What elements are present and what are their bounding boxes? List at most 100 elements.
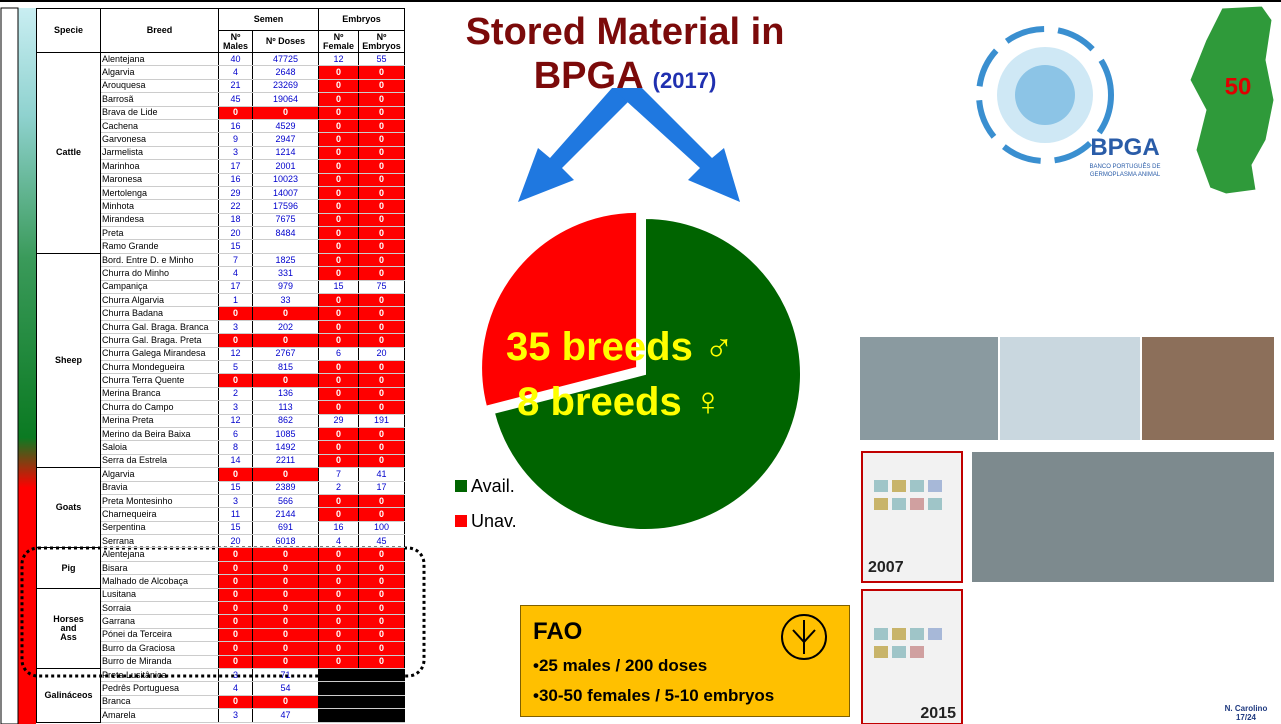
book-2007 xyxy=(861,451,963,583)
table-row: Garvonesa 9 2947 0 0 xyxy=(37,132,406,147)
value-cell: 0 xyxy=(218,655,253,669)
value-cell: 4 xyxy=(218,266,253,281)
value-cell: 3 xyxy=(218,146,253,161)
value-cell: 0 xyxy=(218,106,253,120)
value-cell: 0 xyxy=(251,106,320,120)
value-cell: 0 xyxy=(251,547,320,562)
value-cell: 331 xyxy=(251,266,320,281)
header-cell: Breed xyxy=(100,8,219,53)
header-cell: Specie xyxy=(36,8,101,53)
value-cell: 0 xyxy=(358,239,406,254)
fao-box: FAO •25 males / 200 doses •30-50 females… xyxy=(520,605,850,717)
value-cell: 7 xyxy=(218,252,253,268)
value-cell: 0 xyxy=(358,561,406,576)
table-row: Preta 20 8484 0 0 xyxy=(37,226,406,241)
value-cell: 0 xyxy=(251,601,320,616)
breed-cell: Serrana xyxy=(100,534,219,549)
breed-cell: Preta Lusitânica xyxy=(100,667,219,683)
value-cell: 4 xyxy=(218,65,253,80)
value-cell: 2211 xyxy=(251,454,320,469)
value-cell: 6 xyxy=(218,427,253,442)
table-row: Horses and Ass Lusitana 0 0 0 0 xyxy=(36,587,406,669)
header-cell: Semen xyxy=(217,8,320,31)
value-cell: 0 xyxy=(358,427,406,442)
breed-cell: Pedrês Portuguesa xyxy=(100,681,219,696)
value-cell: 0 xyxy=(318,601,360,616)
table-row: Maronesa 16 10023 0 0 xyxy=(37,173,406,187)
value-cell: 12 xyxy=(218,414,253,428)
breed-cell: Merino da Beira Baixa xyxy=(100,427,219,442)
value-cell: 75 xyxy=(358,280,406,295)
breed-cell: Alentejana xyxy=(100,547,219,562)
value-cell: 3 xyxy=(218,494,253,509)
value-cell: 0 xyxy=(218,574,253,589)
value-cell: 0 xyxy=(358,119,406,134)
breed-cell: Charnequeira xyxy=(100,507,219,522)
breed-cell: Jarmelista xyxy=(100,146,219,161)
book-tiles xyxy=(874,480,942,658)
table-row: Charnequeira 11 2144 0 0 xyxy=(37,507,406,522)
value-cell: 0 xyxy=(318,293,360,308)
slide-title: Stored Material in BPGA (2017) xyxy=(455,10,795,103)
breed-cell: Brava de Lide xyxy=(100,106,219,120)
legend-label: Avail. xyxy=(471,476,515,496)
value-cell: 33 xyxy=(251,293,320,308)
value-cell: 202 xyxy=(251,320,320,335)
breed-cell: Merina Preta xyxy=(100,414,219,428)
value-cell: 9 xyxy=(218,132,253,147)
value-cell: 0 xyxy=(318,252,360,268)
breed-cell: Churra Badana xyxy=(100,306,219,321)
value-cell xyxy=(358,708,406,723)
value-cell: 15 xyxy=(218,239,253,254)
legend-label: Unav. xyxy=(471,511,517,531)
value-cell: 47 xyxy=(251,708,320,723)
value-cell: 0 xyxy=(358,641,406,656)
table-row: Merina Branca 2 136 0 0 xyxy=(37,387,406,402)
value-cell: 979 xyxy=(251,280,320,295)
table-row: Algarvia 4 2648 0 0 xyxy=(37,65,406,80)
table-row: Serrana 20 6018 4 45 xyxy=(37,534,406,549)
value-cell: 0 xyxy=(358,333,406,348)
value-cell: 15 xyxy=(318,280,360,295)
table-row: Garrana 0 0 0 0 xyxy=(37,614,406,629)
table-row: Marinhoa 17 2001 0 0 xyxy=(37,159,406,174)
value-cell: 17596 xyxy=(251,199,320,214)
value-cell: 7 xyxy=(318,467,360,482)
arrows xyxy=(518,88,740,202)
table-row: Churra do Campo 3 113 0 0 xyxy=(37,400,406,415)
value-cell: 566 xyxy=(251,494,320,509)
table-row: Serra da Estrela 14 2211 0 0 xyxy=(37,454,406,469)
table-row: Minhota 22 17596 0 0 xyxy=(37,199,406,214)
specie-cell: Goats xyxy=(36,467,101,549)
book-year: 2007 xyxy=(868,559,904,576)
value-cell: 0 xyxy=(318,641,360,656)
value-cell: 0 xyxy=(358,360,406,375)
value-cell: 0 xyxy=(358,159,406,174)
pie-annotation: 35 breeds ♂ xyxy=(506,325,734,369)
value-cell: 22 xyxy=(218,199,253,214)
fao-line: •30-50 females / 5-10 embryos xyxy=(533,686,775,705)
portugal-map xyxy=(1189,5,1275,195)
table-row: Sorraia 0 0 0 0 xyxy=(37,601,406,616)
table-row: Churra Algarvia 1 33 0 0 xyxy=(37,293,406,308)
value-cell: 0 xyxy=(358,173,406,187)
value-cell: 0 xyxy=(251,574,320,589)
breed-cell: Maronesa xyxy=(100,173,219,187)
value-cell: 1492 xyxy=(251,440,320,455)
value-cell: 0 xyxy=(218,306,253,321)
value-cell: 191 xyxy=(358,414,406,428)
value-cell: 0 xyxy=(358,387,406,402)
breed-cell: Saloia xyxy=(100,440,219,455)
value-cell: 0 xyxy=(318,561,360,576)
value-cell: 1825 xyxy=(251,252,320,268)
breed-cell: Branca xyxy=(100,695,219,710)
value-cell: 0 xyxy=(218,601,253,616)
breed-cell: Mertolenga xyxy=(100,186,219,201)
breed-cell: Churra Terra Quente xyxy=(100,373,219,388)
value-cell: 0 xyxy=(318,628,360,643)
value-cell: 0 xyxy=(318,427,360,442)
logo-text: BANCO PORTUGUÊS DE xyxy=(1090,162,1161,170)
logo-text: GERMOPLASMA ANIMAL xyxy=(1090,172,1161,178)
value-cell: 0 xyxy=(358,132,406,147)
